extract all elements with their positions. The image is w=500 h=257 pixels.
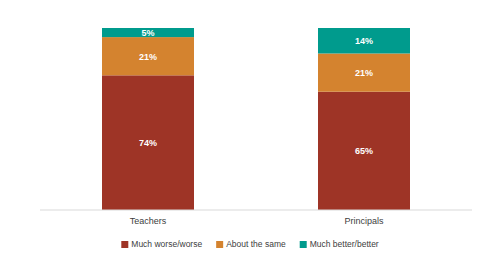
data-label: 65%	[355, 146, 373, 156]
category-label: Principals	[344, 216, 384, 226]
data-label: 74%	[139, 138, 157, 148]
bar-segment	[318, 92, 410, 210]
data-label: 21%	[139, 52, 157, 62]
bars	[102, 28, 410, 210]
data-label: 14%	[355, 36, 373, 46]
bar-segment	[102, 37, 194, 75]
legend-swatch	[121, 241, 128, 248]
legend-label: Much worse/worse	[131, 239, 202, 249]
bar-segment	[102, 75, 194, 210]
legend-item: Much worse/worse	[121, 239, 202, 249]
category-label: Teachers	[130, 216, 167, 226]
data-label: 5%	[141, 28, 154, 38]
bar-segment	[318, 53, 410, 91]
legend-item: About the same	[216, 239, 286, 249]
chart: 74% 21% 5% 65% 21% 14% Teachers Principals Much …	[0, 0, 500, 257]
bar-segment	[318, 28, 410, 53]
data-labels: 74% 21% 5% 65% 21% 14%	[139, 28, 373, 156]
legend-label: Much better/better	[310, 239, 379, 249]
legend-label: About the same	[226, 239, 286, 249]
data-label: 21%	[355, 68, 373, 78]
x-axis-line	[40, 210, 472, 211]
bar-segment	[102, 28, 194, 37]
legend: Much worse/worse About the same Much bette…	[121, 239, 379, 249]
legend-item: Much better/better	[300, 239, 379, 249]
legend-swatch	[216, 241, 223, 248]
legend-swatch	[300, 241, 307, 248]
